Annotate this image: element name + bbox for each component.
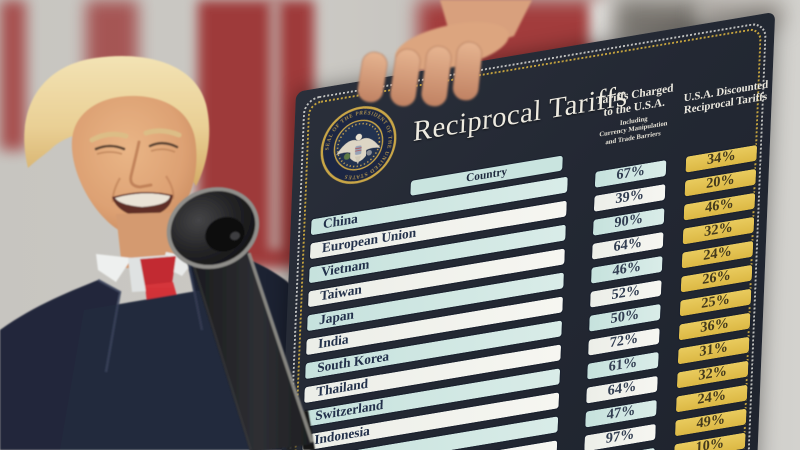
hand-holding-board <box>357 0 532 107</box>
speaker-figure <box>0 55 320 450</box>
mic-body <box>191 251 314 450</box>
flag-red-stripe <box>0 0 26 150</box>
microphone <box>166 187 315 450</box>
flag-light-stripe <box>268 0 282 250</box>
shirt-collar <box>96 254 132 282</box>
tie-knot <box>140 256 176 286</box>
tariff-board: SEAL OF THE PRESIDENT OF THE UNITED STAT… <box>272 11 776 450</box>
presidential-seal-icon: SEAL OF THE PRESIDENT OF THE UNITED STAT… <box>320 105 397 185</box>
